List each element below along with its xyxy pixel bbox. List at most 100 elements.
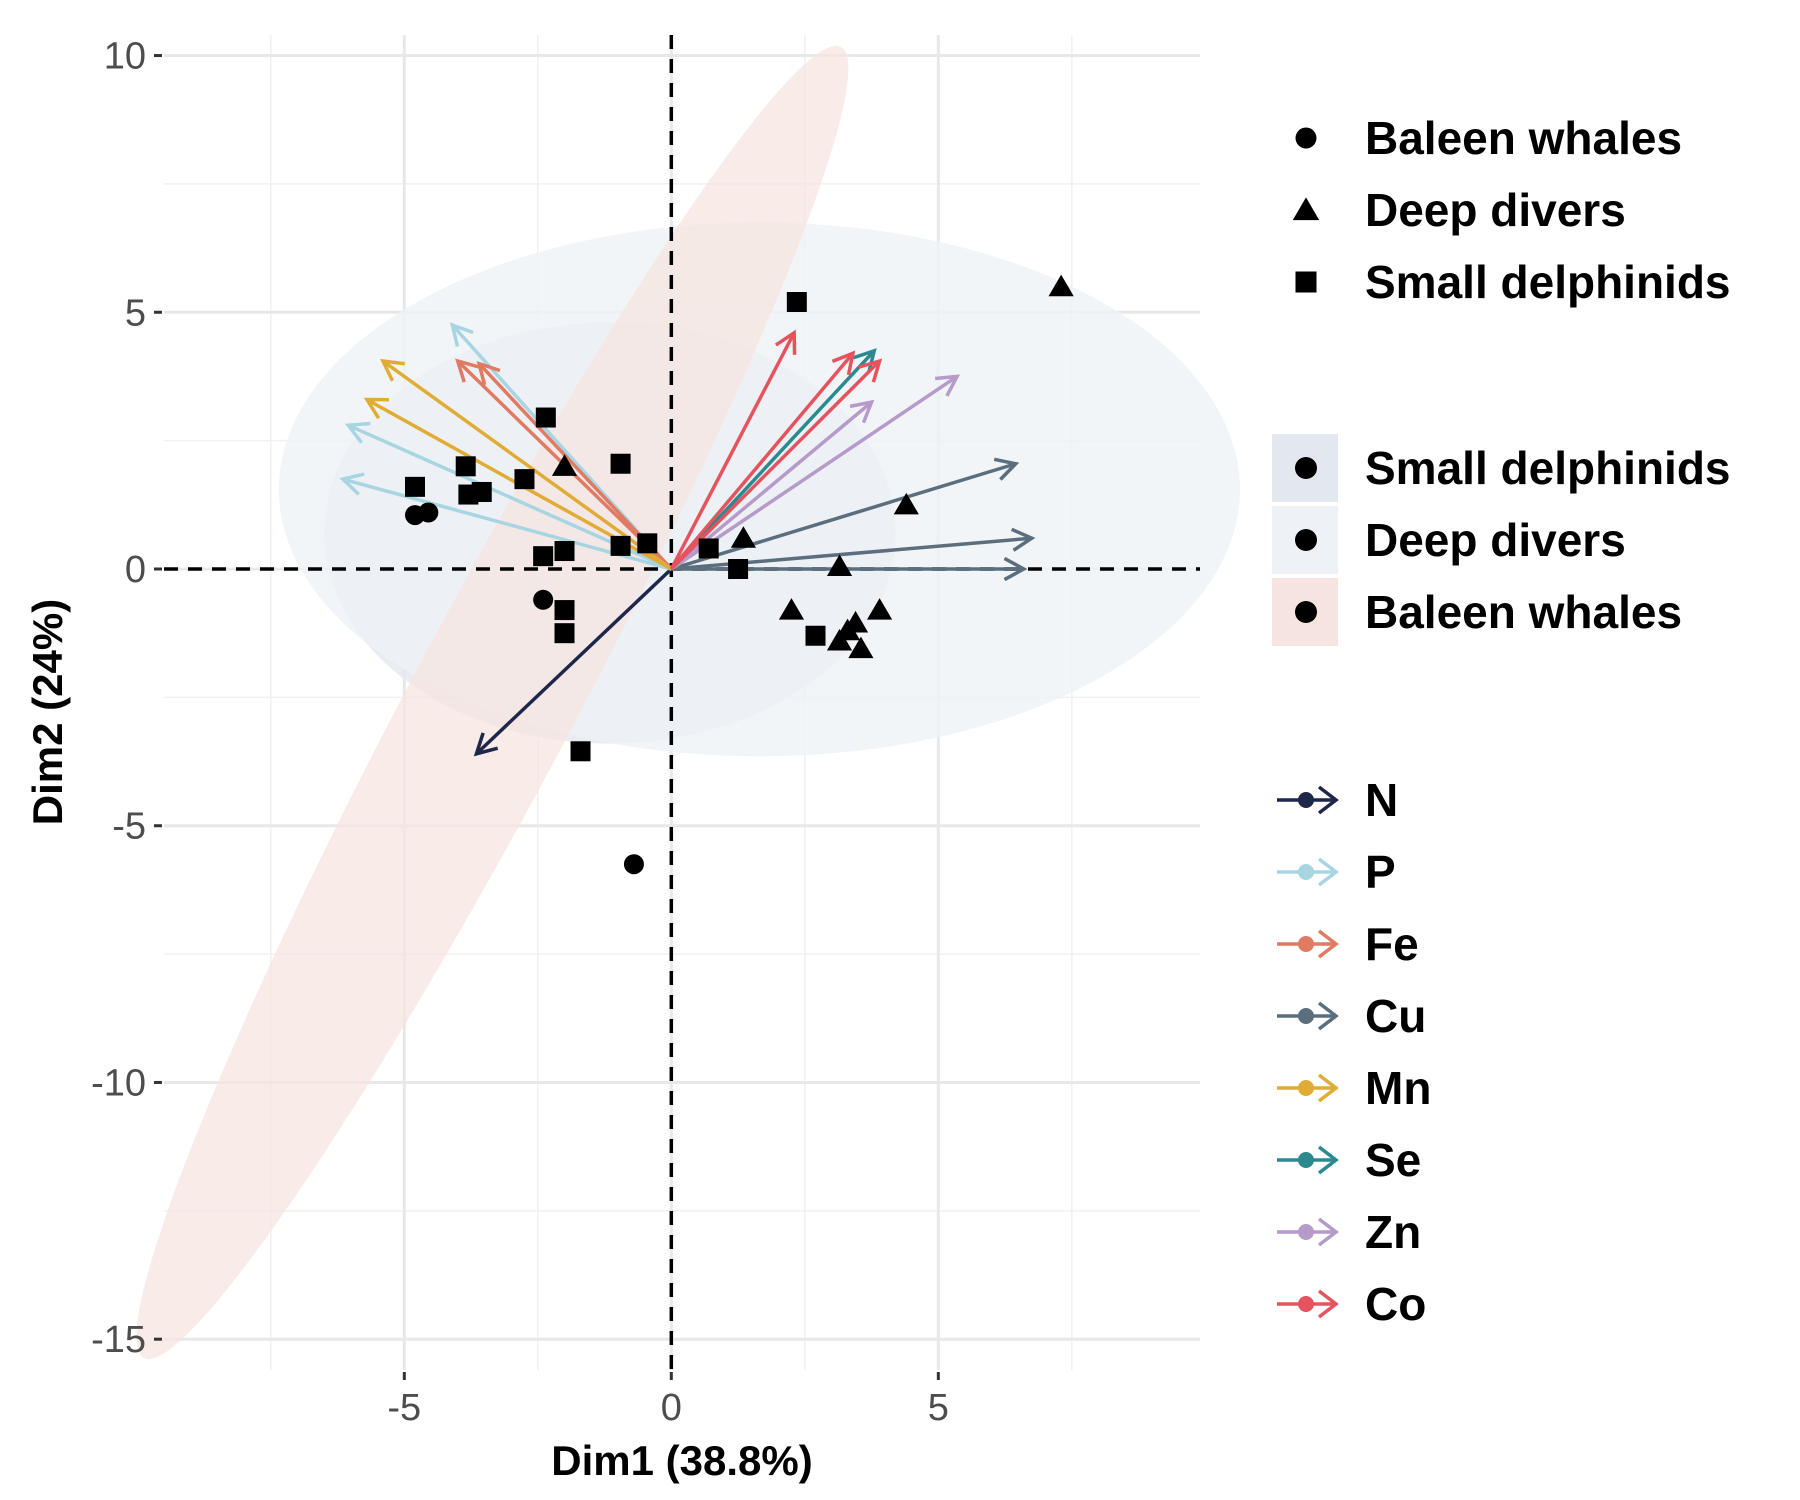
legend-variable-item: Cu (1277, 990, 1426, 1042)
legend-variable-label: N (1365, 774, 1398, 826)
arrow-head (344, 421, 371, 444)
point-small-delphinids (458, 484, 479, 505)
point-deep-divers (866, 598, 893, 620)
legend-arrow-head (1317, 785, 1339, 815)
arrow-shaft (669, 332, 796, 570)
y-tick-label: 0 (125, 549, 146, 591)
point-small-delphinids (554, 541, 575, 562)
legend-variable-label: Se (1365, 1134, 1421, 1186)
individual-points (404, 274, 1074, 875)
legend-dot-icon (1298, 1008, 1314, 1024)
arrow-shaft (670, 462, 1017, 571)
y-tick-label: -15 (91, 1319, 146, 1361)
legend-fill-item: Baleen whales (1272, 578, 1682, 646)
legend-fill-item: Deep divers (1272, 506, 1626, 574)
legend-variable-item: P (1277, 846, 1396, 898)
point-deep-divers (1048, 274, 1074, 297)
point-deep-divers (893, 492, 919, 515)
point-small-delphinids (805, 625, 826, 646)
point-small-delphinids (514, 469, 535, 490)
arrow-head (476, 360, 501, 386)
arrow-co (669, 329, 797, 570)
legend-fill-label: Baleen whales (1365, 586, 1682, 638)
point-baleen-whales (623, 854, 644, 875)
point-small-delphinids (786, 292, 807, 312)
arrow-head (473, 732, 499, 757)
point-deep-divers (778, 598, 805, 620)
point-small-delphinids (637, 533, 658, 554)
y-tick-label: 10 (104, 36, 146, 78)
y-axis-title: Dim2 (24%) (24, 599, 71, 825)
point-small-delphinids (535, 407, 556, 428)
arrow-head (1010, 527, 1036, 552)
legend-variable-item: Co (1277, 1278, 1426, 1330)
arrow-shaft (669, 352, 855, 571)
point-deep-divers (848, 636, 874, 659)
legend-arrow-head (1317, 1001, 1339, 1031)
legend-arrow-head (1317, 1073, 1339, 1103)
legend-variable-label: Mn (1365, 1062, 1431, 1114)
legend-dot-icon (1298, 1152, 1314, 1168)
arrow-head (1003, 556, 1028, 582)
point-small-delphinids (554, 600, 575, 621)
point-baleen-whales (533, 589, 554, 610)
legend-circle-icon (1295, 529, 1317, 551)
legend-dot-icon (1298, 1080, 1314, 1096)
arrow-mn (379, 358, 673, 571)
arrow-head (774, 329, 797, 355)
legend-square-icon (1295, 271, 1317, 293)
point-small-delphinids (728, 559, 749, 579)
legend-shape-label: Baleen whales (1365, 112, 1682, 164)
legend-variable-label: P (1365, 846, 1396, 898)
legend-variable-item: Mn (1277, 1062, 1431, 1114)
legend-variable-item: N (1277, 774, 1398, 826)
arrow-n (473, 567, 673, 757)
legend-arrow-head (1317, 1145, 1339, 1175)
confidence-ellipses (136, 45, 1241, 1360)
arrow-head (934, 374, 961, 397)
arrow-head (831, 350, 856, 376)
arrow-shaft (670, 359, 881, 571)
point-deep-divers (551, 454, 578, 476)
legend-arrow-head (1317, 929, 1339, 959)
arrow-head (339, 472, 365, 496)
arrow-head (455, 358, 480, 383)
point-small-delphinids (698, 538, 719, 559)
legend-variable-label: Fe (1365, 918, 1419, 970)
arrow-shaft (381, 359, 673, 571)
legend-shape-item: Baleen whales (1295, 112, 1682, 164)
legend-dot-icon (1298, 1224, 1314, 1240)
x-axis-title: Dim1 (38.8%) (551, 1437, 812, 1484)
arrow-head (363, 397, 389, 420)
arrow-head (849, 399, 875, 424)
arrow-shaft (475, 567, 673, 756)
x-tick-label: -5 (387, 1387, 421, 1429)
legend-triangle-icon (1292, 197, 1320, 221)
legend-dot-icon (1298, 1296, 1314, 1312)
legend-fills: Small delphinids Deep divers Baleen whales (1272, 434, 1731, 646)
y-tick-label: 5 (125, 292, 146, 334)
axes: 10 5 0 -5 -10 -15 -5 0 5 (91, 36, 949, 1429)
x-tick-label: 5 (928, 1387, 949, 1429)
arrow-head (379, 358, 405, 382)
legend-fill-item: Small delphinids (1272, 434, 1731, 502)
legend-variable-item: Fe (1277, 918, 1419, 970)
point-deep-divers (826, 628, 853, 651)
y-tick-label: -10 (91, 1062, 146, 1104)
legend-variable-item: Zn (1277, 1206, 1421, 1258)
legend-circle-icon (1295, 127, 1317, 149)
point-small-delphinids (455, 456, 476, 477)
arrow-shaft (670, 349, 876, 571)
arrow-co (669, 350, 856, 571)
legend-dot-icon (1298, 792, 1314, 808)
arrow-cu (670, 457, 1020, 571)
legend-shape-label: Deep divers (1365, 184, 1626, 236)
legend-arrow-head (1317, 857, 1339, 887)
arrow-head (993, 457, 1020, 481)
point-small-delphinids (554, 623, 575, 644)
point-small-delphinids (404, 476, 425, 497)
legend-circle-icon (1295, 457, 1317, 479)
legend-shape-item: Small delphinids (1295, 256, 1731, 308)
point-small-delphinids (610, 453, 631, 474)
